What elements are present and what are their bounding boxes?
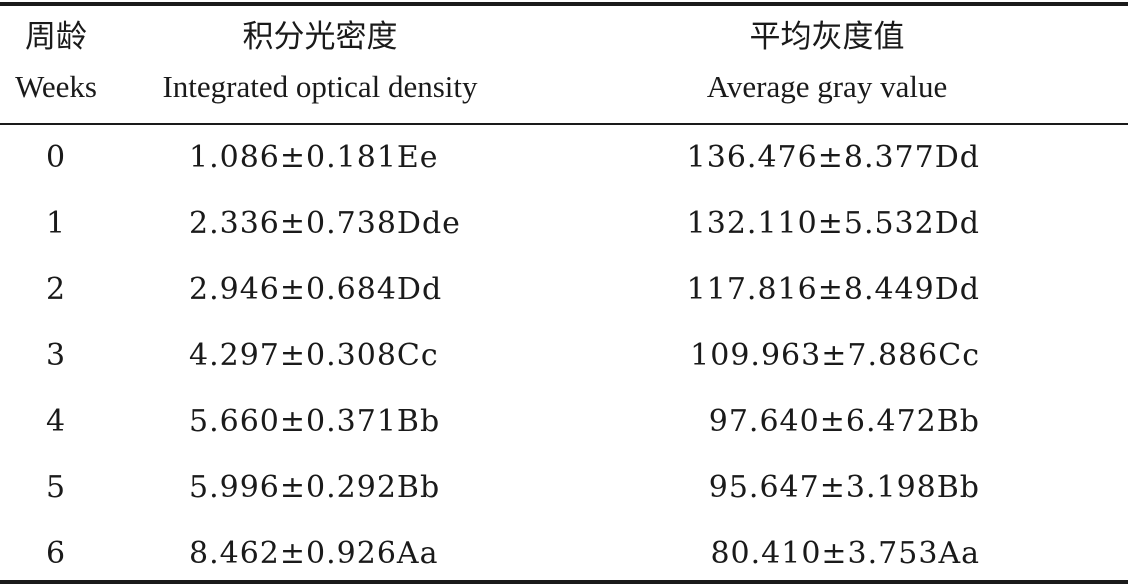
cell-week: 5 [45,470,67,505]
cell-iod: 2.946±0.684Dd [189,272,443,307]
cell-iod: 4.297±0.308Cc [189,338,439,373]
cell-week: 4 [45,404,67,439]
header-iod-en: Integrated optical density [162,69,478,104]
header-rule [0,123,1128,125]
cell-agv: 132.110±5.532Dd [686,206,980,241]
cell-iod: 5.996±0.292Bb [189,470,441,505]
cell-week: 0 [45,140,67,175]
header-iod-cn: 积分光密度 [242,19,398,55]
cell-week: 3 [45,338,67,373]
cell-week: 1 [45,206,67,241]
bottom-rule [0,580,1128,584]
cell-agv: 80.410±3.753Aa [710,536,980,571]
cell-agv: 136.476±8.377Dd [686,140,980,175]
cell-agv: 117.816±8.449Dd [686,272,980,307]
header-agv-en: Average gray value [706,69,948,104]
cell-iod: 1.086±0.181Ee [189,140,439,175]
cell-iod: 5.660±0.371Bb [189,404,441,439]
header-weeks-cn: 周龄 [25,19,87,55]
cell-agv: 109.963±7.886Cc [690,338,980,373]
cell-week: 6 [45,536,67,571]
top-rule [0,2,1128,6]
cell-agv: 95.647±3.198Bb [708,470,980,505]
cell-iod: 2.336±0.738Dde [189,206,461,241]
cell-agv: 97.640±6.472Bb [708,404,980,439]
header-agv-cn: 平均灰度值 [749,19,905,55]
cell-iod: 8.462±0.926Aa [189,536,439,571]
header-weeks-en: Weeks [15,69,97,104]
cell-week: 2 [45,272,67,307]
